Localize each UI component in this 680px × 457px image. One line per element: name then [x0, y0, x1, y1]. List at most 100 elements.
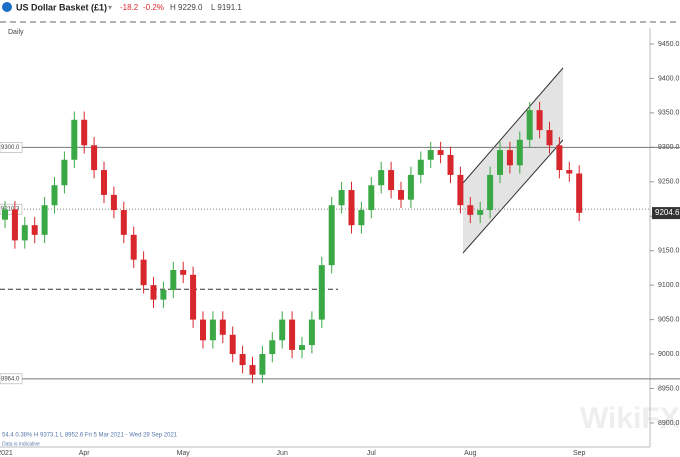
candle-body: [269, 340, 276, 355]
candle-body: [41, 205, 48, 235]
candle-body: [2, 209, 8, 220]
y-tick-label: 8900.0: [658, 420, 680, 427]
candle-body: [506, 150, 513, 166]
candle-body: [289, 319, 296, 350]
candle-body: [160, 289, 167, 300]
candle-body: [328, 205, 335, 266]
candle-body: [91, 145, 98, 171]
candle-body: [200, 319, 206, 341]
candle-body: [81, 119, 88, 146]
level-label: 8964.0: [1, 376, 20, 382]
low-label: L 9191.1: [211, 3, 242, 12]
candle-body: [407, 174, 414, 200]
reference-label: 9210.3: [1, 207, 20, 213]
y-tick-label: 9150.0: [658, 248, 680, 255]
x-tick-label: Aug: [464, 450, 477, 457]
candle-body: [467, 205, 474, 215]
watermark: WikiFX: [580, 402, 680, 435]
candle-body: [219, 319, 226, 335]
x-tick-label: Apr: [79, 450, 91, 457]
candle-body: [417, 159, 424, 175]
candle-body: [249, 365, 256, 375]
level-label: 9300.0: [1, 145, 20, 151]
candle-body: [437, 150, 444, 155]
candle-body: [279, 319, 286, 341]
candle-body: [556, 145, 563, 171]
interval: Daily: [8, 29, 24, 36]
y-tick-label: 9350.0: [658, 110, 680, 117]
change: -18.2: [120, 3, 139, 12]
x-tick-label: May: [177, 450, 191, 457]
candle-body: [487, 174, 494, 211]
last-price-bg: [652, 207, 680, 220]
candle-body: [71, 119, 78, 160]
candle-body: [308, 319, 315, 346]
footer-note: Data is indicative: [2, 441, 40, 447]
candle-body: [477, 210, 484, 215]
instrument-icon: [2, 2, 12, 12]
level-label-bg: [0, 373, 23, 385]
candle-body: [516, 139, 523, 166]
dropdown-arrow[interactable]: ▾: [108, 3, 112, 12]
candle-body: [526, 110, 533, 140]
last-price: 9204.6: [655, 208, 680, 217]
candle-body: [11, 209, 18, 241]
channel-line: [462, 67, 564, 184]
candle-body: [447, 154, 454, 175]
candle-body: [259, 354, 266, 375]
channel: [463, 68, 563, 253]
candle-body: [21, 225, 28, 241]
y-tick-label: 9400.0: [658, 75, 680, 82]
chart-title: US Dollar Basket (£1): [16, 2, 107, 12]
candle-body: [209, 319, 216, 341]
candle-body: [427, 150, 434, 160]
footer-stats: 54.4 0.38% H 9373.1 L 8952.6 Fri 5 Mar 2…: [2, 433, 178, 439]
y-tick-label: 9000.0: [658, 351, 680, 358]
candle-body: [229, 334, 236, 355]
candle-body: [457, 174, 464, 206]
x-tick-label: Jun: [277, 450, 288, 457]
candle-body: [239, 354, 246, 366]
y-tick-label: 9050.0: [658, 316, 680, 323]
candle-body: [31, 225, 38, 235]
candle-body: [358, 210, 365, 226]
candle-body: [368, 185, 375, 211]
y-tick-label: 9250.0: [658, 179, 680, 186]
candle-body: [378, 170, 385, 186]
candle-body: [130, 234, 137, 260]
candle-body: [388, 170, 395, 191]
candle-body: [318, 265, 325, 320]
change-pct: -0.2%: [143, 3, 164, 12]
candle-body: [140, 259, 147, 286]
candle-body: [61, 159, 68, 186]
x-tick-label: Jul: [367, 450, 376, 457]
candle-body: [101, 170, 107, 195]
y-tick-label: 8950.0: [658, 385, 680, 392]
candle-body: [536, 110, 543, 131]
reference-label-bg: [0, 203, 23, 215]
candle-body: [576, 173, 583, 213]
candle-body: [190, 274, 197, 320]
x-tick-label: 2021: [0, 450, 13, 457]
high-label: H 9229.0: [170, 3, 203, 12]
candle-body: [398, 190, 404, 200]
candle-body: [150, 285, 157, 300]
candle-body: [566, 170, 573, 174]
candle-body: [110, 194, 117, 211]
candle-body: [497, 150, 503, 175]
y-tick-label: 9450.0: [658, 41, 680, 48]
candle-body: [299, 345, 305, 350]
candle-body: [348, 190, 355, 226]
candle-body: [120, 210, 127, 235]
channel-line: [462, 139, 564, 254]
candle-body: [180, 269, 187, 275]
candle-body: [170, 269, 177, 290]
candle-body: [51, 185, 58, 206]
candle-body: [338, 190, 345, 206]
level-label-bg: [0, 142, 23, 153]
x-tick-label: Sep: [573, 450, 586, 457]
y-tick-label: 9100.0: [658, 282, 680, 289]
candle-body: [546, 130, 553, 146]
